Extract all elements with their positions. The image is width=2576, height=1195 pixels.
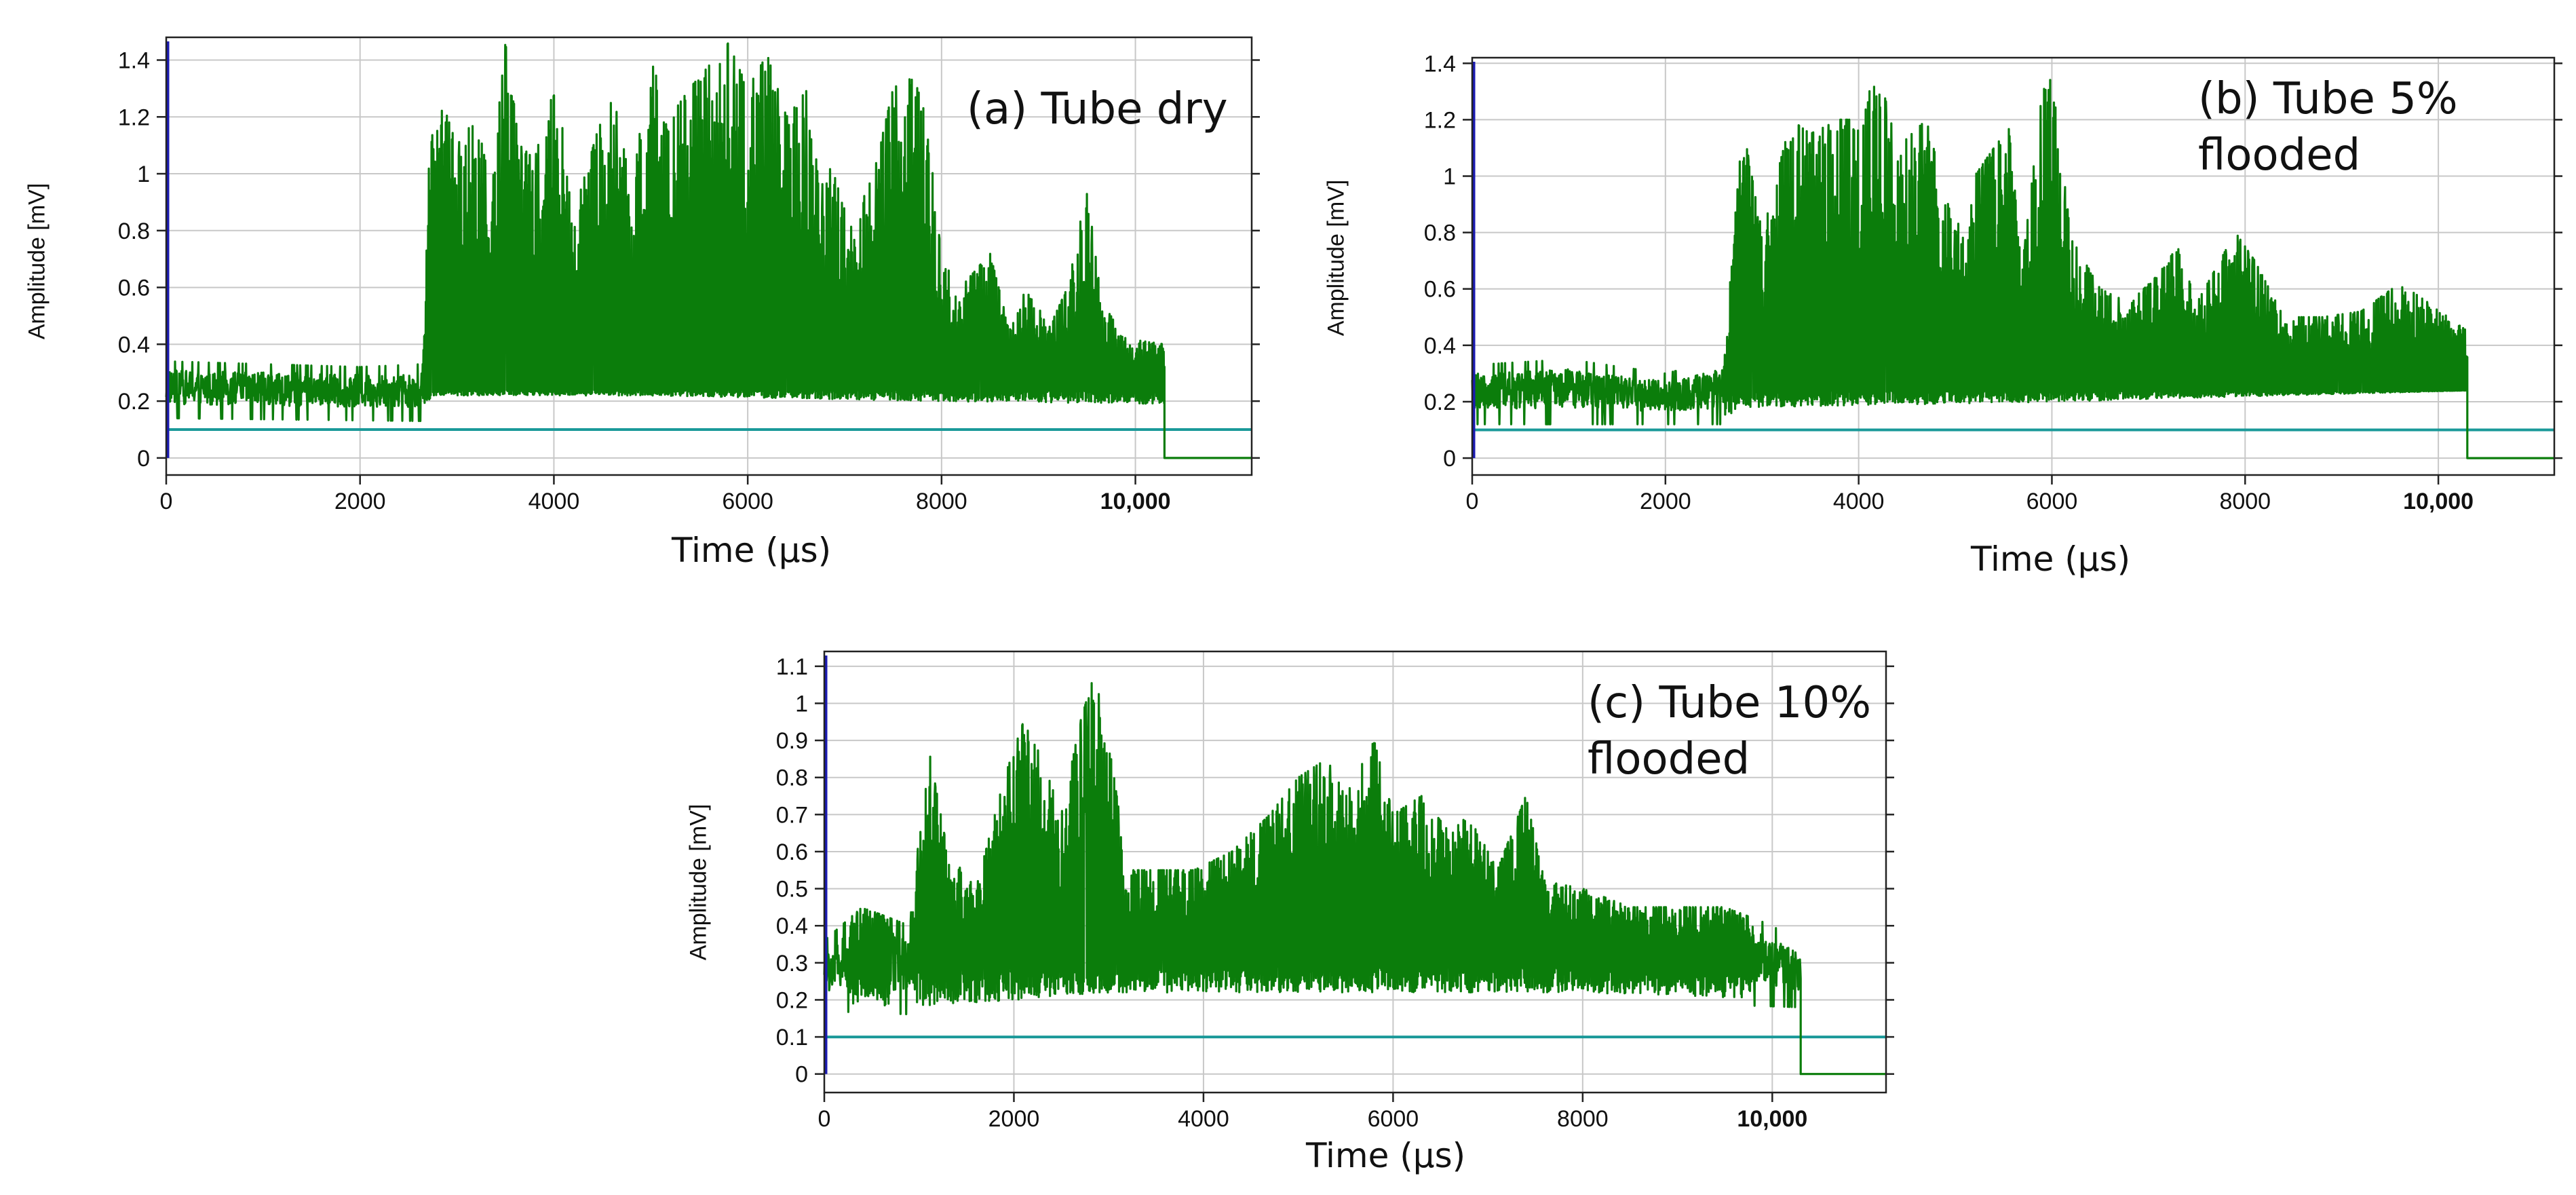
chart-c-plot-frame xyxy=(823,650,1887,1094)
chart-c-y-tick-label-1: 0.1 xyxy=(776,1025,808,1050)
chart-b-y-tick-label-6: 1.2 xyxy=(1424,107,1456,133)
chart-b-x-tick-label-3: 6000 xyxy=(2026,489,2078,514)
panel-b-x-axis-title: Time (µs) xyxy=(1971,539,2131,579)
chart-c-y-tick-label-5: 0.5 xyxy=(776,877,808,903)
chart-b-svg: 0 2000 4000 6000 8000 10,000 0 0.2 0.4 0.6 0.8 1 1.2… xyxy=(1424,51,2562,514)
chart-a-y-tick-label-7: 1.4 xyxy=(118,48,150,74)
chart-b-y-tick-label-5: 1 xyxy=(1443,164,1456,190)
chart-b-y-tick-label-0: 0 xyxy=(1443,446,1456,472)
chart-b-x-tick-label-0: 0 xyxy=(1466,489,1479,514)
chart-a-x-tick-label-0: 0 xyxy=(160,489,173,514)
chart-c-y-tick-label-8: 0.8 xyxy=(776,765,808,791)
chart-a-x-tick-label-3: 6000 xyxy=(722,489,773,514)
chart-c-x-tick-label-0: 0 xyxy=(818,1106,831,1132)
chart-a-x-tick-label-1: 2000 xyxy=(334,489,386,514)
chart-a-y-tick-label-3: 0.6 xyxy=(118,276,150,301)
chart-a-x-tick-label-4: 8000 xyxy=(916,489,967,514)
panel-c-annotation: (c) Tube 10% flooded xyxy=(1588,678,1871,785)
chart-b-y-tick-label-3: 0.6 xyxy=(1424,277,1456,303)
chart-a-y-tick-label-1: 0.2 xyxy=(118,389,150,415)
chart-b-signal-trace xyxy=(1471,79,2554,459)
panel-a-annotation: (a) Tube dry xyxy=(967,84,1228,134)
chart-b-x-tick-label-4: 8000 xyxy=(2219,489,2271,514)
chart-b-y-tick-label-1: 0.2 xyxy=(1424,390,1456,415)
chart-panel-a: 0 2000 4000 6000 8000 10,000 0 0.2 0.4 0.6 0.8 1 1.2… xyxy=(0,0,1275,590)
chart-c-y-tick-label-7: 0.7 xyxy=(776,802,808,828)
panel-c-y-axis-title: Amplitude [mV] xyxy=(685,803,712,961)
chart-c-x-tick-label-4: 8000 xyxy=(1557,1106,1609,1132)
chart-b-plot-frame xyxy=(1471,56,2556,476)
chart-a-signal-trace xyxy=(165,42,1252,459)
chart-a-y-tick-label-4: 0.8 xyxy=(118,219,150,244)
chart-c-y-tick-label-3: 0.3 xyxy=(776,951,808,976)
chart-c-x-tick-label-2: 4000 xyxy=(1178,1106,1229,1132)
chart-a-plot-frame xyxy=(165,36,1253,476)
chart-c-x-tick-label-3: 6000 xyxy=(1368,1106,1419,1132)
panel-b-y-axis-title: Amplitude [mV] xyxy=(1323,179,1349,337)
chart-c-y-tick-label-4: 0.4 xyxy=(776,913,808,939)
chart-c-svg: 0 2000 4000 6000 8000 10,000 0 0.1 0.2 0.3 0.4 0.5 0… xyxy=(776,650,1894,1132)
chart-c-x-tick-label-1: 2000 xyxy=(988,1106,1040,1132)
chart-a-y-tick-label-0: 0 xyxy=(137,446,150,472)
chart-a-y-tick-label-2: 0.4 xyxy=(118,332,150,358)
chart-b-y-tick-label-2: 0.4 xyxy=(1424,333,1456,359)
chart-c-y-tick-label-2: 0.2 xyxy=(776,987,808,1013)
chart-b-y-tick-label-4: 0.8 xyxy=(1424,221,1456,246)
chart-a-x-tick-label-5: 10,000 xyxy=(1100,489,1171,514)
chart-b-x-tick-label-1: 2000 xyxy=(1640,489,1691,514)
chart-a-svg: 0 2000 4000 6000 8000 10,000 0 0.2 0.4 0.6 0.8 1 1.2… xyxy=(118,36,1260,514)
chart-panel-b: 0 2000 4000 6000 8000 10,000 0 0.2 0.4 0.6 0.8 1 1.2… xyxy=(1303,0,2576,590)
chart-c-y-tick-label-9: 0.9 xyxy=(776,728,808,754)
panel-a-y-axis-title: Amplitude [mV] xyxy=(24,183,50,340)
chart-c-x-tick-label-5: 10,000 xyxy=(1737,1106,1807,1132)
chart-c-y-tick-label-0: 0 xyxy=(795,1062,808,1088)
chart-panel-c: 0 2000 4000 6000 8000 10,000 0 0.1 0.2 0.3 0.4 0.5 0… xyxy=(665,611,1913,1195)
chart-a-y-tick-label-5: 1 xyxy=(137,162,150,187)
chart-c-y-tick-label-6: 0.6 xyxy=(776,839,808,865)
chart-c-y-tick-label-10: 1 xyxy=(795,691,808,717)
chart-b-x-tick-label-2: 4000 xyxy=(1833,489,1885,514)
chart-a-x-tick-label-2: 4000 xyxy=(528,489,580,514)
chart-b-x-tick-label-5: 10,000 xyxy=(2403,489,2474,514)
chart-c-y-tick-label-11: 1.1 xyxy=(776,654,808,680)
chart-c-signal-trace xyxy=(823,682,1886,1076)
panel-c-x-axis-title: Time (µs) xyxy=(1306,1136,1466,1175)
panel-b-annotation: (b) Tube 5% flooded xyxy=(2198,74,2458,181)
chart-b-y-tick-label-7: 1.4 xyxy=(1424,51,1456,77)
chart-a-y-tick-label-6: 1.2 xyxy=(118,105,150,130)
panel-a-x-axis-title: Time (µs) xyxy=(672,531,832,570)
